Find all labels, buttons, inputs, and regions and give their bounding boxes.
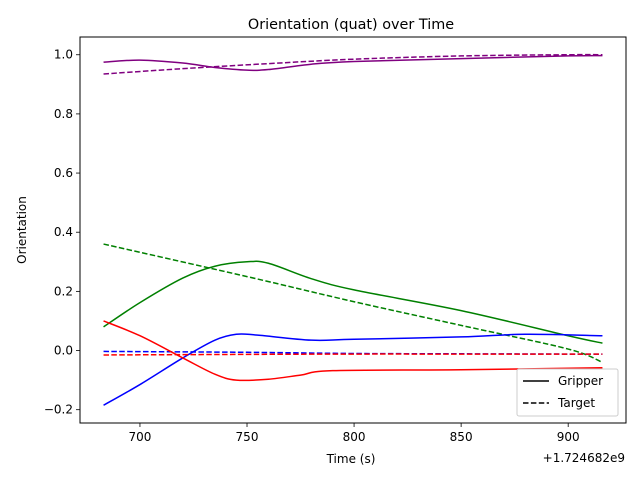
x-tick-label: 900 — [557, 430, 580, 444]
x-tick-label: 850 — [450, 430, 473, 444]
x-axis-label: Time (s) — [326, 452, 376, 466]
plot-frame — [79, 36, 627, 424]
y-tick-label: 0.0 — [54, 344, 73, 358]
series-layer — [103, 53, 603, 406]
y-tick-label: 1.0 — [54, 48, 73, 62]
series-line-4 — [103, 333, 603, 406]
legend-target-label: Target — [557, 396, 595, 410]
x-offset-label: +1.724682e9 — [543, 451, 625, 465]
y-tick-label: 0.4 — [54, 225, 73, 239]
x-tick-label: 800 — [343, 430, 366, 444]
chart-title: Orientation (quat) over Time — [248, 17, 454, 33]
series-line-0 — [103, 54, 603, 72]
x-tick-label: 700 — [128, 430, 151, 444]
series-line-2 — [103, 260, 603, 344]
y-tick-label: 0.2 — [54, 284, 73, 298]
x-tick-label: 750 — [236, 430, 259, 444]
y-tick-label: 0.6 — [54, 166, 73, 180]
y-axis: −0.2 0.0 0.2 0.4 0.6 0.8 1.0 — [44, 48, 80, 417]
y-axis-label: Orientation — [15, 196, 29, 264]
series-line-6 — [103, 320, 603, 382]
series-line-3 — [103, 243, 603, 364]
series-line-1 — [103, 53, 603, 75]
x-axis: 700 750 800 850 900 — [128, 423, 580, 444]
legend-gripper-label: Gripper — [558, 374, 603, 388]
y-tick-label: −0.2 — [44, 403, 73, 417]
series-line-7 — [103, 353, 603, 356]
legend: Gripper Target — [516, 368, 619, 417]
y-tick-label: 0.8 — [54, 107, 73, 121]
